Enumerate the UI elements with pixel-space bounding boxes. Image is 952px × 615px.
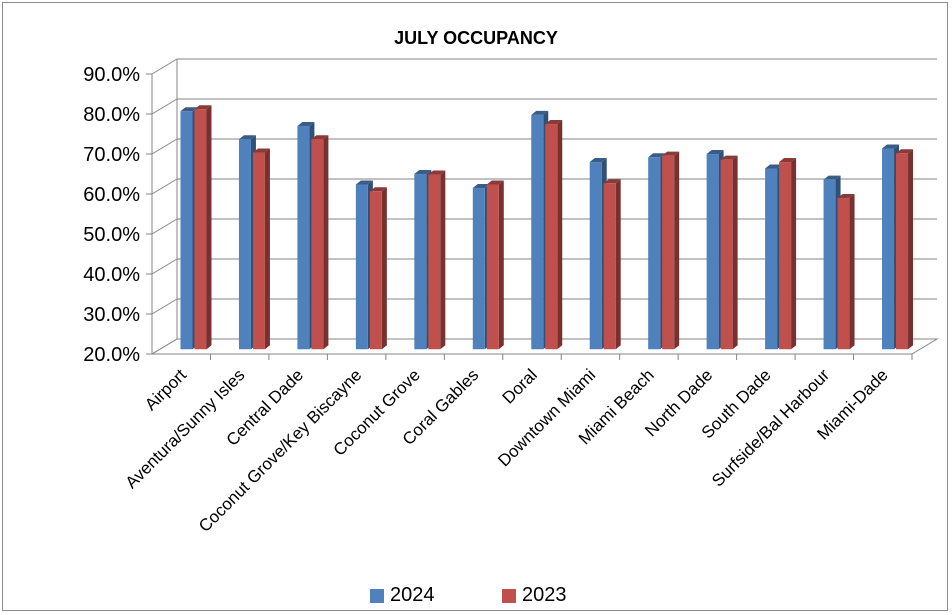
bar-top-2024 — [823, 175, 841, 180]
legend-label-2024: 2024 — [390, 584, 435, 606]
legend-label-2023: 2023 — [522, 584, 567, 606]
x-tick-label: Airport — [141, 365, 190, 414]
gridline-depth — [151, 218, 178, 235]
legend-swatch-2024 — [370, 588, 384, 603]
y-tick-label: 20.0% — [83, 344, 140, 366]
legend-item-2023: 2023 — [502, 584, 567, 607]
bar-top-2024 — [472, 184, 490, 189]
bar-top-2024 — [355, 180, 373, 185]
bar-top-2023 — [720, 155, 738, 160]
legend-swatch-2023 — [502, 588, 516, 603]
bar-2023 — [486, 184, 499, 350]
bar-side-2023 — [381, 187, 387, 350]
gridline-depth — [151, 258, 178, 275]
bar-top-2023 — [369, 187, 387, 192]
bar-top-2024 — [414, 170, 432, 175]
bar-top-2023 — [662, 151, 680, 156]
bar-top-2024 — [765, 164, 783, 169]
bar-2023 — [545, 124, 558, 350]
bar-top-2024 — [297, 122, 315, 127]
bar-top-2024 — [238, 135, 256, 140]
y-tick-label: 80.0% — [83, 104, 140, 126]
bar-top-2023 — [603, 179, 621, 184]
bar-2023 — [369, 191, 382, 350]
legend-item-2024: 2024 — [370, 584, 435, 607]
gridline-depth — [151, 178, 178, 195]
bar-top-2023 — [837, 194, 855, 199]
bar-top-2023 — [194, 105, 212, 110]
bar-2024 — [882, 148, 895, 350]
bar-top-2023 — [896, 149, 914, 154]
bar-top-2023 — [545, 120, 563, 125]
bar-side-2023 — [206, 105, 212, 350]
chart-floor — [150, 338, 939, 355]
x-tick-label: Doral — [499, 365, 541, 407]
chart-title: JULY OCCUPANCY — [394, 28, 558, 48]
bar-top-2024 — [180, 107, 198, 112]
bar-side-2023 — [615, 179, 621, 350]
bar-side-2023 — [732, 155, 738, 350]
bar-2023 — [779, 162, 792, 350]
bar-top-2024 — [648, 153, 666, 158]
bar-2023 — [662, 155, 675, 350]
bar-2024 — [180, 111, 193, 350]
bar-2023 — [837, 198, 850, 350]
bar-2024 — [297, 126, 310, 350]
bar-2023 — [428, 174, 441, 350]
bar-2024 — [706, 154, 719, 350]
bar-top-2024 — [882, 144, 900, 149]
bar-2024 — [238, 139, 251, 350]
bar-2023 — [311, 139, 324, 350]
bar-2024 — [531, 114, 544, 350]
bar-side-2023 — [674, 151, 680, 350]
gridline-depth — [151, 138, 178, 155]
bar-2023 — [603, 183, 616, 350]
bar-side-2023 — [498, 180, 504, 350]
bar-2023 — [720, 159, 733, 350]
gridline-depth — [151, 58, 178, 75]
bar-side-2023 — [264, 148, 270, 350]
bar-top-2024 — [706, 150, 724, 155]
bar-side-2023 — [791, 158, 797, 350]
bar-2024 — [765, 168, 778, 350]
bar-side-2023 — [323, 135, 329, 350]
gridline-depth — [151, 98, 178, 115]
bar-2023 — [252, 152, 265, 350]
chart-legend: 2024 2023 — [0, 584, 952, 610]
bar-2024 — [355, 184, 368, 350]
gridline-depth — [151, 298, 178, 315]
bar-2023 — [896, 153, 909, 350]
bar-2024 — [589, 162, 602, 350]
bar-top-2023 — [428, 170, 446, 175]
y-tick-label: 30.0% — [83, 304, 140, 326]
bar-2024 — [414, 174, 427, 350]
bar-side-2023 — [557, 120, 563, 350]
bar-2024 — [823, 179, 836, 350]
bar-top-2024 — [589, 158, 607, 163]
bar-side-2023 — [849, 194, 855, 350]
bar-top-2024 — [531, 110, 549, 115]
bar-top-2023 — [252, 148, 270, 153]
bar-2023 — [194, 109, 207, 350]
y-tick-label: 40.0% — [83, 264, 140, 286]
bar-2024 — [648, 157, 661, 350]
y-tick-label: 90.0% — [83, 64, 140, 86]
bar-top-2023 — [486, 180, 504, 185]
bar-side-2023 — [440, 170, 446, 350]
y-tick-label: 60.0% — [83, 184, 140, 206]
x-tick-label: Downtown Miami — [494, 365, 599, 470]
bar-2024 — [472, 188, 485, 350]
y-tick-label: 70.0% — [83, 144, 140, 166]
bar-side-2023 — [908, 149, 914, 350]
bar-top-2023 — [779, 158, 797, 163]
bar-top-2023 — [311, 135, 329, 140]
y-tick-label: 50.0% — [83, 224, 140, 246]
